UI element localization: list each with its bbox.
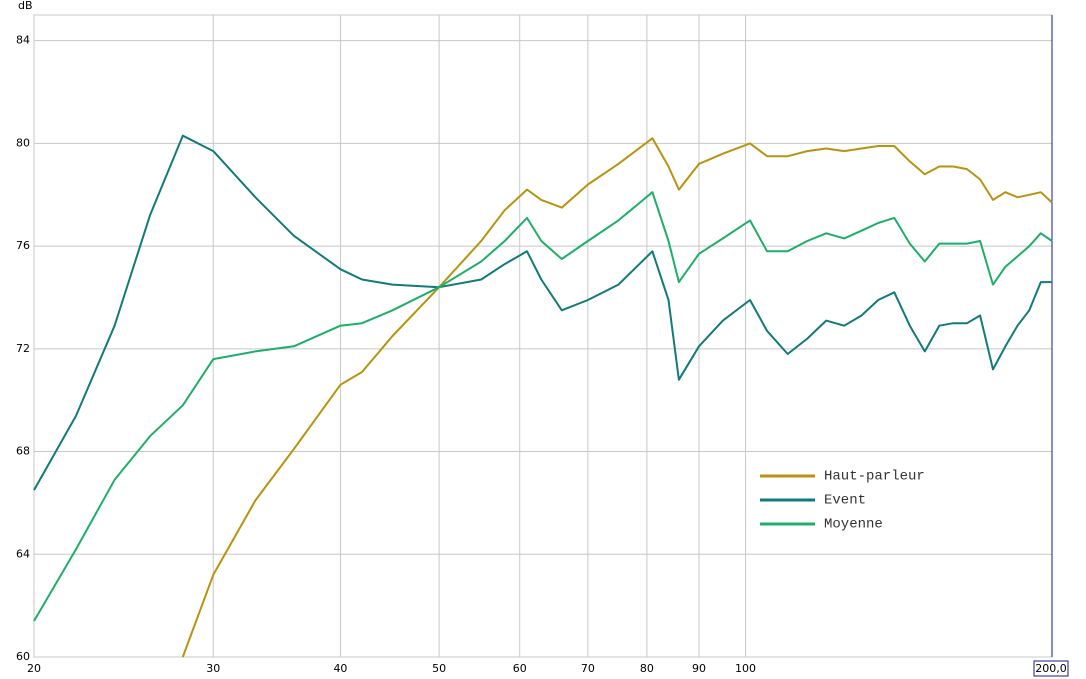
legend-label: Event [824,493,866,509]
y-tick-label: 68 [16,445,30,458]
x-tick-label: 60 [513,662,527,675]
y-axis-label: dB [18,0,33,12]
y-tick-label: 64 [16,547,30,560]
y-tick-label: 80 [16,136,30,149]
series-line [33,191,1053,622]
legend-label: Moyenne [824,517,883,533]
legend-label: Haut-parleur [824,469,925,485]
series-line [181,137,1053,658]
series-line [33,134,1052,491]
x-tick-label: 90 [692,662,706,675]
x-tick-label: 30 [206,662,220,675]
x-tick-label: 50 [432,662,446,675]
cursor-label-box [1033,660,1069,677]
x-tick-label: 100 [735,662,756,675]
x-tick-label: 200,0 [1035,662,1067,675]
plot-area [33,14,1053,658]
y-tick-label: 76 [16,239,30,252]
y-tick-label: 84 [16,34,30,47]
y-tick-label: 72 [16,342,30,355]
x-tick-label: 40 [333,662,347,675]
y-tick-label: 60 [16,650,30,663]
x-tick-label: 20 [27,662,41,675]
x-tick-label: 70 [581,662,595,675]
x-tick-label: 80 [640,662,654,675]
